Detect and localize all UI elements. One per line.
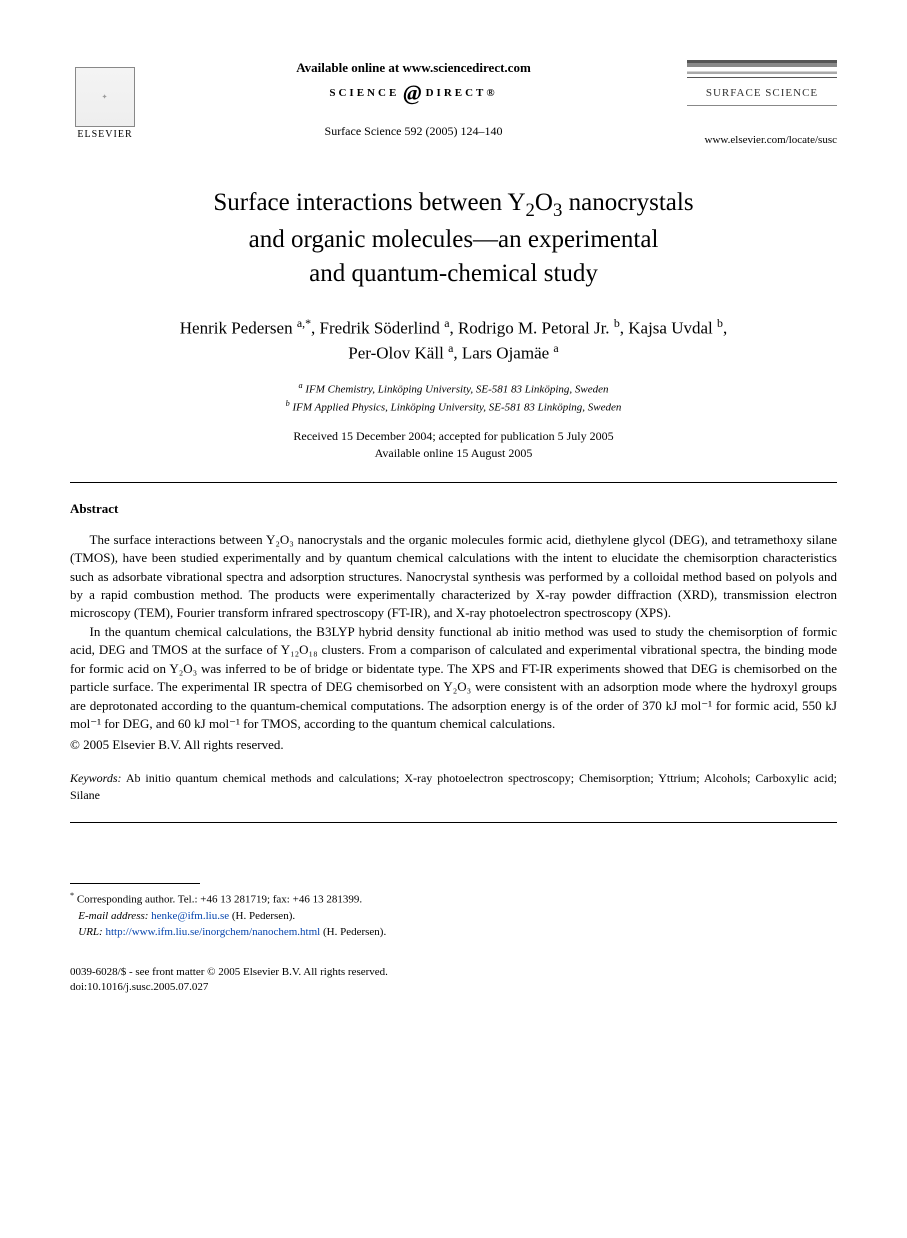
journal-name: SURFACE SCIENCE [687,81,837,106]
author-name: , Kajsa Uvdal [620,318,717,337]
corresponding-author-note: * Corresponding author. Tel.: +46 13 281… [70,890,837,908]
email-label: E-mail address: [78,910,151,922]
url-link[interactable]: http://www.ifm.liu.se/inorgchem/nanochem… [105,926,320,938]
divider-rule [70,822,837,823]
author-name: Per-Olov Käll [348,344,448,363]
sciencedirect-logo: SCIENCE @ DIRECT® [329,80,497,106]
author-name: Henrik Pedersen [180,318,297,337]
author-name: , Fredrik Söderlind [311,318,444,337]
author-name: , Rodrigo M. Petoral Jr. [449,318,613,337]
copyright-line: © 2005 Elsevier B.V. All rights reserved… [70,736,837,754]
affil-text: IFM Chemistry, Linköping University, SE-… [303,383,609,395]
footnotes: * Corresponding author. Tel.: +46 13 281… [70,890,837,941]
author-affil-marker: a,* [297,316,311,330]
title-text: nanocrystals [562,189,693,216]
doi-line: doi:10.1016/j.susc.2005.07.027 [70,980,837,995]
url-label: URL: [78,926,105,938]
author-name: , Lars Ojamäe [453,344,553,363]
abstract-heading: Abstract [70,501,837,517]
abstract-paragraph: The surface interactions between Y₂O₃ na… [70,531,837,623]
journal-bars-icon [687,60,837,78]
title-sub: 2 [526,200,535,221]
divider-rule [70,482,837,483]
available-date: Available online 15 August 2005 [375,446,533,460]
received-date: Received 15 December 2004; accepted for … [293,429,613,443]
center-header: Available online at www.sciencedirect.co… [140,60,687,139]
keywords-block: Keywords: Ab initio quantum chemical met… [70,770,837,804]
corr-text: Corresponding author. Tel.: +46 13 28171… [74,893,362,905]
affil-text: IFM Applied Physics, Linköping Universit… [290,402,622,414]
citation-line: Surface Science 592 (2005) 124–140 [160,124,667,139]
title-text: and quantum-chemical study [309,260,598,287]
author-affil-marker: a [553,341,558,355]
title-text: O [535,189,553,216]
email-tail: (H. Pedersen). [229,910,295,922]
sd-left: SCIENCE [329,87,399,99]
title-text: Surface interactions between Y [213,189,525,216]
url-line: URL: http://www.ifm.liu.se/inorgchem/nan… [70,924,837,941]
front-matter-line: 0039-6028/$ - see front matter © 2005 El… [70,965,837,980]
footnote-rule [70,883,200,884]
abstract-body: The surface interactions between Y₂O₃ na… [70,531,837,754]
journal-box: SURFACE SCIENCE www.elsevier.com/locate/… [687,60,837,146]
email-link[interactable]: henke@ifm.liu.se [151,910,229,922]
publication-dates: Received 15 December 2004; accepted for … [70,428,837,462]
publisher-name: ELSEVIER [77,129,132,140]
abstract-paragraph: In the quantum chemical calculations, th… [70,623,837,734]
journal-url: www.elsevier.com/locate/susc [687,134,837,146]
author-affil-marker: b [717,316,723,330]
title-sub: 3 [553,200,562,221]
page-footer: 0039-6028/$ - see front matter © 2005 El… [70,965,837,996]
email-line: E-mail address: henke@ifm.liu.se (H. Ped… [70,908,837,925]
sd-at-icon: @ [403,80,421,106]
article-title: Surface interactions between Y2O3 nanocr… [110,186,797,291]
publisher-logo: ✦ ELSEVIER [70,60,140,140]
url-tail: (H. Pedersen). [320,926,386,938]
available-online-text: Available online at www.sciencedirect.co… [160,60,667,76]
sd-right: DIRECT® [426,87,498,99]
elsevier-tree-icon: ✦ [75,67,135,127]
author-list: Henrik Pedersen a,*, Fredrik Söderlind a… [70,315,837,366]
affiliations: a IFM Chemistry, Linköping University, S… [70,380,837,416]
keywords-label: Keywords: [70,771,122,785]
header-row: ✦ ELSEVIER Available online at www.scien… [70,60,837,146]
title-text: and organic molecules—an experimental [249,226,659,253]
keywords-text: Ab initio quantum chemical methods and c… [70,771,837,802]
